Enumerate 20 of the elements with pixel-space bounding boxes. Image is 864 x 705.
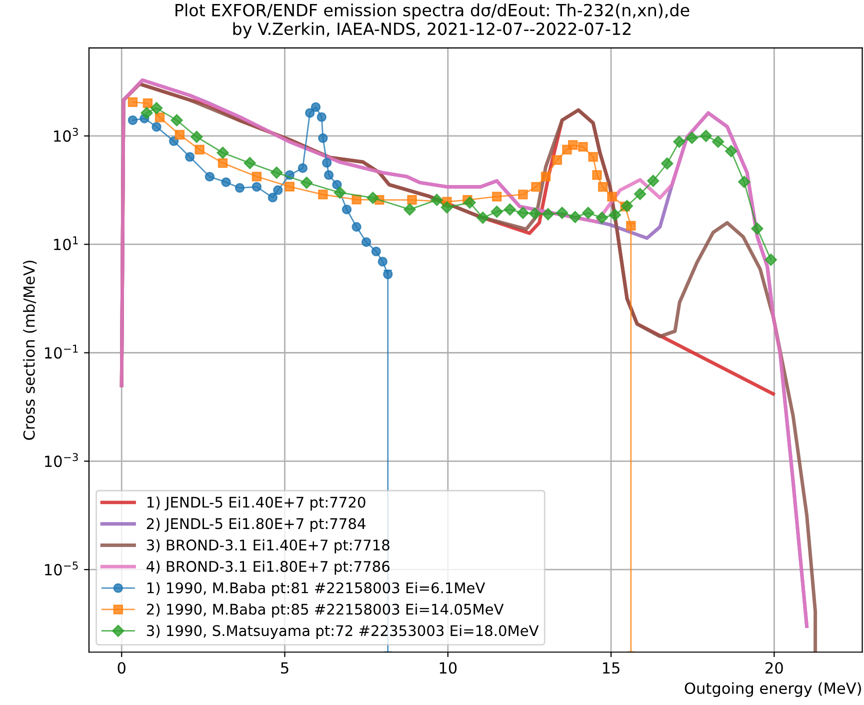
x-tick-label: 10 xyxy=(440,662,457,674)
y-axis-title: Cross section (mb/MeV) xyxy=(23,260,37,440)
x-tick-label: 15 xyxy=(602,662,620,674)
y-tick-label: 10$^{3}$ xyxy=(54,128,78,142)
legend-label: 1) JENDL-5 Ei1.40E+7 pt:7720 xyxy=(147,496,366,511)
legend-label: 1) 1990, M.Baba pt:81 #22158003 Ei=6.1MeV xyxy=(147,582,486,596)
y-tick-label: 10$^{1}$ xyxy=(54,236,78,250)
legend-label: 3) 1990, S.Matsuyama pt:72 #22353003 Ei=18.0MeV xyxy=(146,624,539,639)
legend-label: 4) BROND-3.1 Ei1.80E+7 pt:7786 xyxy=(146,560,390,575)
y-tick-label: 10$^{−5}$ xyxy=(45,562,78,576)
x-axis-title: Outgoing energy (MeV) xyxy=(684,682,861,697)
legend-label: 3) BROND-3.1 Ei1.40E+7 pt:7718 xyxy=(146,539,390,554)
legend-label: 2) JENDL-5 Ei1.80E+7 pt:7784 xyxy=(146,518,366,532)
chart-title: Plot EXFOR/ENDF emission spectra dσ/dEout: Th-232(n,xn),de by V.Zerkin, IAEA-NDS, 2021-12-07--2022-07-12 xyxy=(176,4,690,38)
x-tick-label: 20 xyxy=(766,662,783,674)
legend-label: 2) 1990, M.Baba pt:85 #22158003 Ei=14.05MeV xyxy=(146,603,504,618)
x-tick-label: 0 xyxy=(118,662,126,674)
x-tick-label: 5 xyxy=(281,662,288,674)
y-tick-label: 10$^{−3}$ xyxy=(45,453,78,468)
y-tick-label: 10$^{−1}$ xyxy=(45,344,78,359)
